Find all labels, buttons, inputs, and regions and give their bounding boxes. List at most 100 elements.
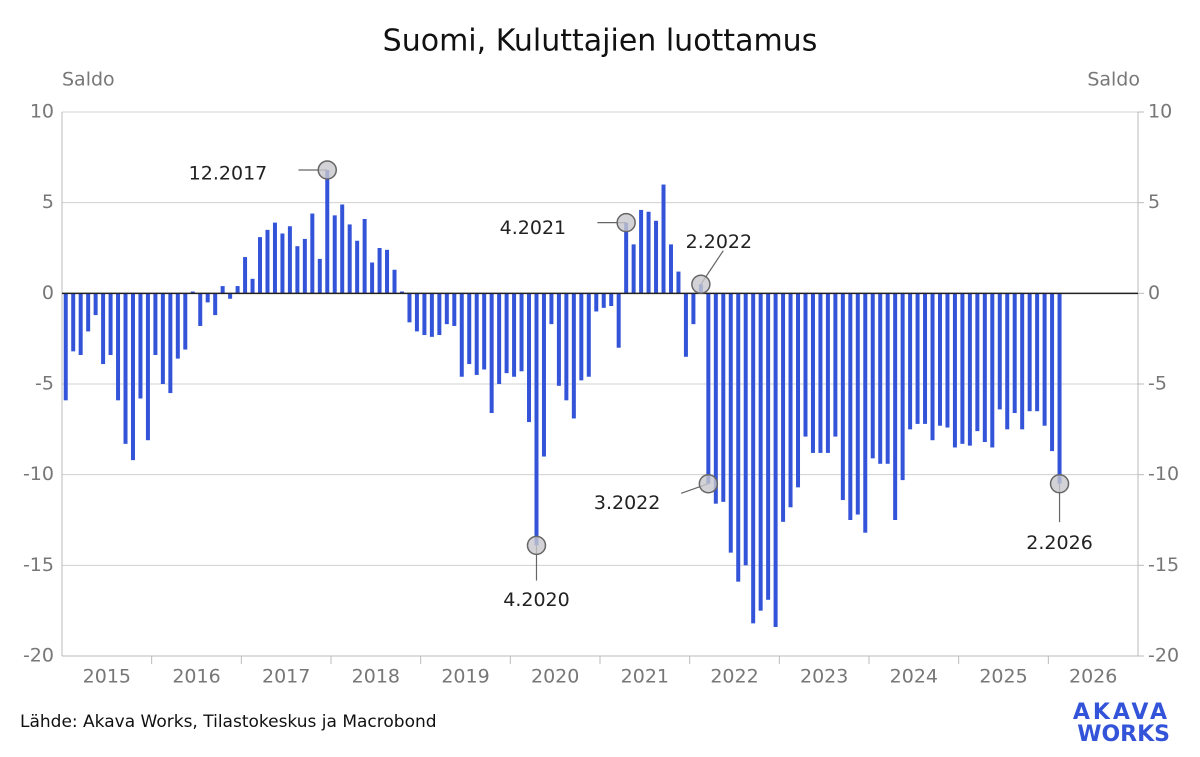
- bar: [474, 293, 479, 375]
- annotation-label: 2.2026: [1026, 532, 1092, 554]
- bar: [661, 184, 666, 294]
- bar: [243, 257, 248, 294]
- bar: [833, 293, 838, 437]
- y-axis-label: Saldo: [62, 69, 115, 91]
- bar: [952, 293, 957, 448]
- bar: [265, 229, 270, 294]
- bar: [975, 293, 980, 432]
- bar: [347, 224, 352, 294]
- bar: [228, 293, 233, 299]
- bar: [639, 209, 644, 294]
- bar: [803, 293, 808, 437]
- annotation-label: 3.2022: [594, 492, 660, 514]
- bar: [571, 293, 576, 419]
- logo-bottom: WORKS: [1077, 722, 1170, 747]
- bar: [654, 220, 659, 294]
- bar: [691, 293, 696, 325]
- y2-tick-label: -20: [1148, 645, 1179, 667]
- y2-axis-label: Saldo: [1087, 69, 1140, 91]
- bar: [534, 293, 539, 546]
- bar: [205, 293, 210, 303]
- x-tick-label: 2023: [800, 666, 848, 688]
- bar: [997, 293, 1002, 410]
- y-tick-label: 10: [30, 101, 54, 123]
- bar: [706, 293, 711, 484]
- bar: [63, 293, 68, 401]
- bar: [1020, 293, 1025, 430]
- bar: [452, 293, 457, 326]
- bar: [982, 293, 987, 443]
- bar: [407, 293, 412, 323]
- annotation-marker: [616, 212, 636, 233]
- annotation-marker: [698, 473, 719, 494]
- annotation-marker: [1049, 473, 1070, 494]
- bar: [579, 293, 584, 381]
- y2-tick-label: 5: [1148, 191, 1160, 213]
- bar: [317, 258, 322, 294]
- bar: [781, 293, 786, 522]
- bar: [71, 293, 76, 352]
- annotation-label: 12.2017: [189, 163, 268, 185]
- bar: [728, 293, 733, 553]
- bar: [1012, 293, 1017, 414]
- bar: [340, 204, 345, 294]
- bar: [624, 222, 629, 294]
- bar: [220, 286, 225, 294]
- y-tick-label: -5: [35, 373, 54, 395]
- bar: [399, 291, 404, 294]
- x-tick-label: 2021: [621, 666, 669, 688]
- y2-tick-label: -10: [1148, 463, 1179, 485]
- bar: [893, 293, 898, 520]
- bar: [280, 233, 285, 294]
- y-tick-label: -20: [23, 645, 54, 667]
- bar: [512, 293, 517, 377]
- bar: [1035, 293, 1040, 412]
- bar: [549, 293, 554, 325]
- bar: [564, 293, 569, 401]
- bar: [1027, 293, 1032, 412]
- bar: [497, 293, 502, 384]
- annotation-label: 2.2022: [686, 231, 752, 253]
- bar: [1042, 293, 1047, 426]
- bar: [773, 293, 778, 627]
- bar: [818, 293, 823, 453]
- x-tick-label: 2017: [262, 666, 310, 688]
- bar: [1057, 293, 1062, 484]
- x-tick-label: 2019: [441, 666, 489, 688]
- bar: [444, 293, 449, 325]
- bar: [825, 293, 830, 453]
- bar: [377, 248, 382, 294]
- y-tick-label: -15: [23, 554, 54, 576]
- bar: [459, 293, 464, 377]
- bar: [601, 293, 606, 308]
- bar: [683, 293, 688, 357]
- bar: [870, 293, 875, 459]
- bar: [736, 293, 741, 582]
- bar: [616, 293, 621, 348]
- source: Lähde: Akava Works, Tilastokeskus ja Mac…: [20, 712, 437, 732]
- bar: [183, 293, 188, 350]
- bar: [766, 293, 771, 600]
- bar: [250, 278, 255, 294]
- x-tick-label: 2015: [83, 666, 131, 688]
- bar: [422, 293, 427, 336]
- bar: [885, 293, 890, 464]
- bar: [713, 293, 718, 504]
- bar: [930, 293, 935, 441]
- bar: [325, 170, 330, 294]
- bar: [198, 293, 203, 326]
- bar: [967, 293, 972, 446]
- bar: [78, 293, 83, 355]
- bar: [287, 226, 292, 294]
- bar: [332, 215, 337, 294]
- bar: [990, 293, 995, 448]
- bar: [138, 293, 143, 399]
- bar: [743, 293, 748, 566]
- bar: [646, 211, 651, 294]
- x-tick-label: 2024: [890, 666, 938, 688]
- annotation-label: 4.2021: [500, 217, 566, 239]
- bar: [160, 293, 165, 384]
- bar: [751, 293, 756, 624]
- bar: [190, 291, 195, 294]
- bar: [1005, 293, 1010, 430]
